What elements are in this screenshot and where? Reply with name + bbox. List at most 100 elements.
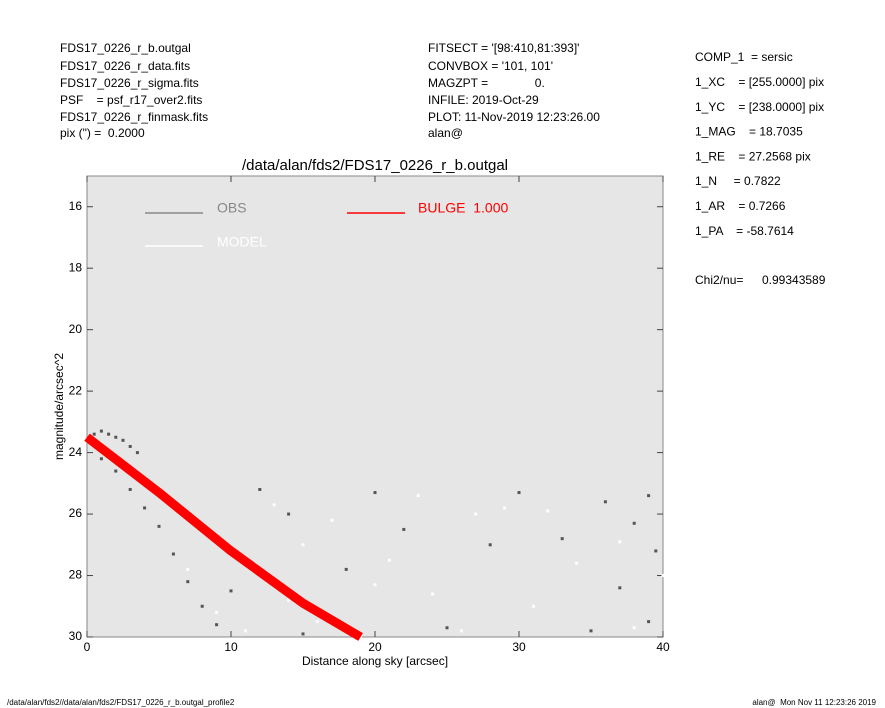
param-text: COMP_1 = sersic — [695, 50, 793, 64]
header-text: FDS17_0226_r_data.fits — [60, 59, 190, 73]
data-point — [301, 543, 305, 547]
legend-label: MODEL — [217, 234, 267, 250]
y-tick-label: 30 — [69, 629, 83, 643]
data-point — [373, 491, 377, 495]
data-point — [647, 494, 651, 498]
header-text: FDS17_0226_r_sigma.fits — [60, 76, 199, 90]
data-point — [603, 500, 607, 504]
legend-label: OBS — [217, 200, 247, 216]
data-point — [258, 487, 262, 491]
data-point — [402, 527, 406, 531]
data-point — [287, 512, 291, 516]
data-point — [99, 457, 103, 461]
param-text: 1_RE = 27.2568 pix — [695, 149, 811, 163]
data-point — [114, 435, 118, 439]
chi2-value: 0.99343589 — [762, 273, 826, 287]
chi2-label: Chi2/nu= — [695, 273, 743, 287]
y-tick-label: 28 — [69, 568, 83, 582]
data-point — [121, 438, 125, 442]
data-point — [272, 503, 276, 507]
data-point — [200, 604, 204, 608]
data-point — [114, 469, 118, 473]
param-text: 1_YC = [238.0000] pix — [695, 100, 824, 114]
data-point — [128, 444, 132, 448]
data-point — [503, 506, 507, 510]
x-tick-label: 10 — [224, 640, 238, 654]
header-text: CONVBOX = '101, 101' — [428, 59, 553, 73]
x-axis-label: Distance along sky [arcsec] — [302, 654, 448, 668]
legend-label: BULGE 1.000 — [418, 200, 508, 216]
param-text: 1_PA = -58.7614 — [695, 224, 794, 238]
header-text: MAGZPT = 0. — [428, 76, 545, 90]
data-point — [560, 537, 564, 541]
y-axis-label: magnitude/arcsec^2 — [52, 353, 66, 460]
header-text: INFILE: 2019-Oct-29 — [428, 93, 539, 107]
data-point — [186, 567, 190, 571]
header-text: PLOT: 11-Nov-2019 12:23:26.00 — [428, 110, 600, 124]
data-point — [215, 623, 219, 627]
data-point — [143, 506, 147, 510]
data-point — [474, 512, 478, 516]
header-text: FDS17_0226_r_b.outgal — [60, 41, 191, 55]
data-point — [186, 580, 190, 584]
x-tick-label: 40 — [656, 640, 670, 654]
data-point — [661, 574, 665, 578]
data-point — [215, 610, 219, 614]
data-point — [654, 549, 658, 553]
x-tick-label: 20 — [368, 640, 382, 654]
header-text: pix (") = 0.2000 — [60, 126, 145, 140]
param-text: 1_N = 0.7822 — [695, 174, 781, 188]
data-point — [287, 598, 291, 602]
data-point — [157, 524, 161, 528]
y-tick-label: 22 — [69, 383, 83, 397]
data-point — [445, 626, 449, 630]
x-tick-label: 30 — [512, 640, 526, 654]
header-text: PSF = psf_r17_over2.fits — [60, 93, 202, 107]
data-point — [92, 432, 96, 436]
data-point — [171, 552, 175, 556]
data-point — [618, 586, 622, 590]
footer-right: alan@ Mon Nov 11 12:23:26 2019 — [752, 698, 876, 707]
data-point — [517, 491, 521, 495]
header-text: alan@ — [428, 126, 463, 140]
data-point — [647, 620, 651, 624]
data-point — [301, 632, 305, 636]
data-point — [330, 518, 334, 522]
bulge-profile — [84, 433, 363, 641]
y-tick-label: 16 — [69, 199, 83, 213]
data-point — [459, 629, 463, 633]
data-point — [128, 487, 132, 491]
data-point — [344, 567, 348, 571]
data-point — [546, 509, 550, 513]
data-point — [431, 592, 435, 596]
data-point — [632, 521, 636, 525]
data-point — [99, 429, 103, 433]
data-point — [135, 451, 139, 455]
y-tick-label: 24 — [69, 445, 83, 459]
data-point — [243, 629, 247, 633]
header-text: FDS17_0226_r_finmask.fits — [60, 110, 208, 124]
data-point — [387, 558, 391, 562]
chart-title: /data/alan/fds2/FDS17_0226_r_b.outgal — [242, 157, 508, 174]
data-point — [488, 543, 492, 547]
data-point — [373, 583, 377, 587]
data-point — [589, 629, 593, 633]
x-tick-label: 0 — [84, 640, 91, 654]
footer-left: /data/alan/fds2//data/alan/fds2/FDS17_02… — [7, 698, 235, 707]
data-point — [315, 620, 319, 624]
data-point — [531, 604, 535, 608]
param-text: 1_XC = [255.0000] pix — [695, 75, 824, 89]
y-tick-label: 20 — [69, 322, 83, 336]
data-point — [416, 494, 420, 498]
y-tick-label: 18 — [69, 260, 83, 274]
data-point — [575, 561, 579, 565]
data-point — [107, 432, 111, 436]
header-text: FITSECT = '[98:410,81:393]' — [428, 41, 579, 55]
data-point — [618, 540, 622, 544]
plot-area — [86, 175, 664, 638]
param-text: 1_MAG = 18.7035 — [695, 125, 803, 139]
data-point — [229, 589, 233, 593]
param-text: 1_AR = 0.7266 — [695, 199, 786, 213]
y-tick-label: 26 — [69, 506, 83, 520]
